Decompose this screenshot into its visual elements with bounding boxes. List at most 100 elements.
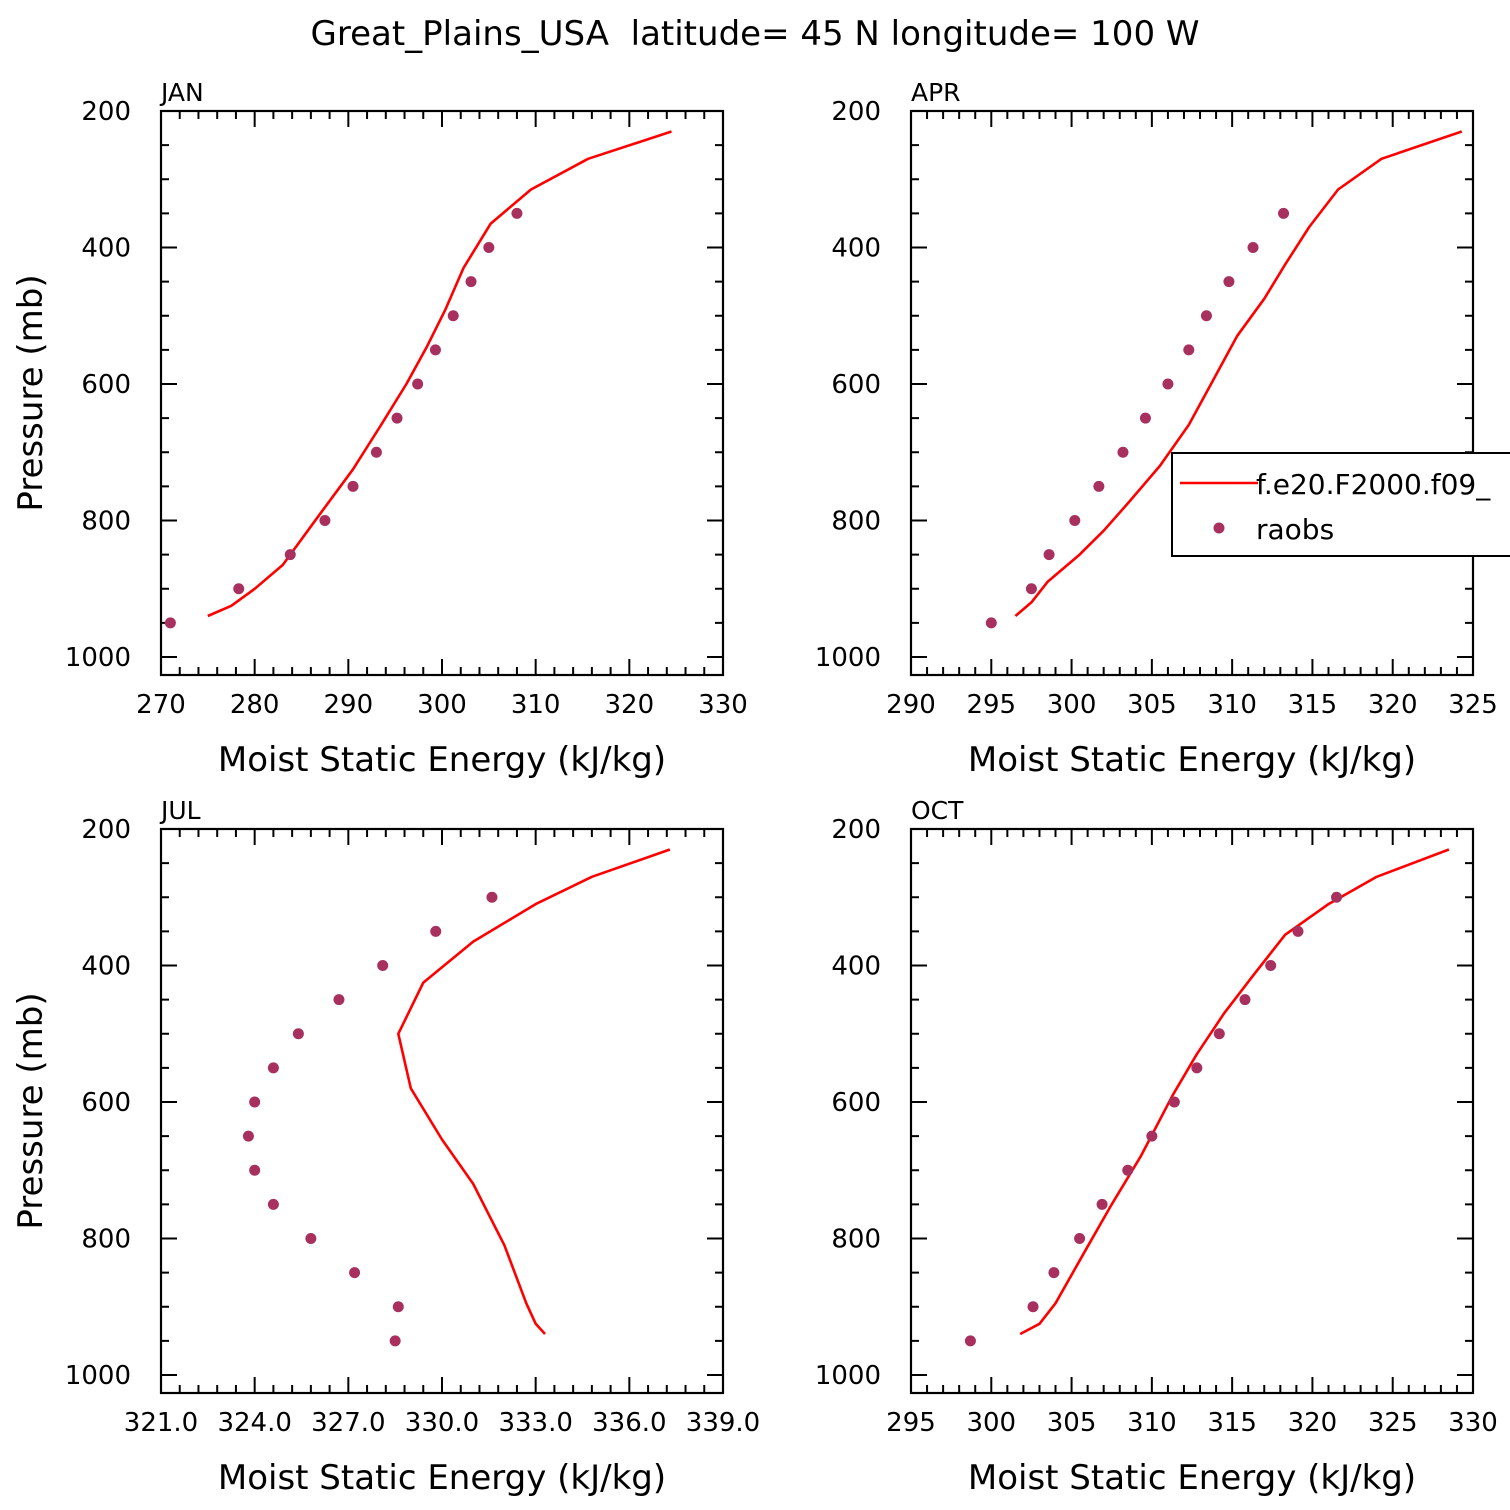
raobs-point [267,1062,279,1074]
x-tick-label: 330.0 [405,1408,479,1438]
x-tick-label: 300 [1047,690,1097,720]
raobs-point [1247,242,1259,253]
y-tick-label: 800 [81,1225,131,1255]
plot-frame [159,827,725,1395]
legend-box [1171,452,1510,557]
x-tick-label: 339.0 [686,1408,760,1438]
x-tick-label: 325 [1448,690,1498,720]
figure-title: Great_Plains_USA latitude= 45 N longitud… [311,14,1200,54]
raobs-point [1223,276,1235,288]
raobs-point [1043,549,1055,561]
y-tick-label: 1000 [65,643,131,673]
raobs-point [985,617,997,629]
x-tick-label: 290 [324,690,374,720]
raobs-point [1278,207,1290,219]
panel-jul: JUL 321.0 324.0 327.0 330.0 333.0 336.0 339.0 20… [11,796,760,1498]
raobs-point [333,994,345,1006]
model-series-line [1019,848,1450,1336]
legend-model-label: f.e20.F2000.f09_ [1256,468,1491,501]
raobs-point [1025,583,1037,595]
model-series-line [1014,130,1463,617]
raobs-point [1027,1301,1039,1313]
legend: f.e20.F2000.f09_raobs [1171,452,1510,557]
raobs-point [391,412,403,424]
raobs-point [249,1096,261,1108]
raobs-point [1168,1096,1180,1108]
raobs-point [964,1335,976,1347]
panel-oct: OCT 295 300 305 310 315 320 325 330 200 400 600 800 1… [815,796,1498,1498]
raobs-point [511,207,523,219]
raobs-point [1239,994,1251,1006]
raobs-point [447,310,459,322]
y-tick-label: 400 [81,234,131,264]
raobs-point [284,549,296,561]
y-tick-label: 800 [831,507,881,537]
raobs-point [242,1130,254,1142]
panel-title: APR [911,78,961,107]
x-tick-label: 321.0 [124,1408,198,1438]
raobs-point [347,480,359,492]
x-tick-label: 305 [1047,1408,1097,1438]
raobs-point [1122,1164,1134,1176]
raobs-point [1331,891,1343,903]
x-tick-label: 295 [886,1408,936,1438]
y-axis-label: Pressure (mb) [11,274,51,511]
panel-title: JUL [159,796,201,825]
y-tick-label: 200 [81,97,131,127]
raobs-point [483,242,495,253]
raobs-point [233,583,245,595]
raobs-point [370,446,382,458]
panel-title: JAN [159,78,204,107]
raobs-point [267,1198,279,1210]
x-tick-label: 280 [230,690,280,720]
raobs-point [164,617,176,629]
legend-raobs-swatch [1213,522,1225,534]
x-axis-label: Moist Static Energy (kJ/kg) [218,1458,666,1498]
x-tick-label: 327.0 [311,1408,385,1438]
x-tick-label: 324.0 [217,1408,291,1438]
y-tick-label: 600 [831,1088,881,1118]
raobs-point [1191,1062,1203,1074]
x-axis-label: Moist Static Energy (kJ/kg) [968,1458,1416,1498]
x-tick-label: 320 [605,690,655,720]
y-tick-label: 600 [81,370,131,400]
y-tick-label: 200 [81,815,131,845]
raobs-point [1048,1267,1060,1279]
raobs-point [465,276,477,288]
x-tick-label: 320 [1368,690,1418,720]
raobs-point [1146,1130,1158,1142]
x-tick-label: 310 [1207,690,1257,720]
plot-frame [909,109,1475,677]
x-tick-label: 336.0 [592,1408,666,1438]
raobs-point [305,1233,317,1244]
raobs-point [249,1164,261,1176]
panel-jan: JAN 270 280 290 300 310 320 330 200 400 600 800 1000… [11,78,748,780]
panel-title: OCT [911,796,964,825]
x-tick-label: 310 [511,690,561,720]
raobs-point [389,1335,401,1347]
panels: JAN 270 280 290 300 310 320 330 200 400 600 800 1000… [11,78,1510,1498]
raobs-point [1096,1198,1108,1210]
x-tick-label: 300 [966,1408,1016,1438]
x-tick-label: 300 [417,690,467,720]
raobs-point [1117,446,1129,458]
raobs-point [430,925,442,937]
raobs-point [1213,1028,1225,1040]
plot-frame [909,827,1475,1395]
y-tick-label: 600 [81,1088,131,1118]
model-series-line [207,130,672,618]
x-tick-label: 330 [1448,1408,1498,1438]
y-axis-label: Pressure (mb) [11,992,51,1229]
raobs-point [292,1028,304,1040]
x-tick-label: 315 [1207,1408,1257,1438]
y-tick-label: 200 [831,815,881,845]
raobs-point [392,1301,404,1313]
legend-raobs-label: raobs [1256,513,1334,546]
x-tick-label: 270 [136,690,186,720]
raobs-point [1093,480,1105,492]
raobs-point [1139,412,1151,424]
raobs-point [1069,515,1081,526]
raobs-point [1183,344,1195,356]
y-tick-label: 400 [831,234,881,264]
